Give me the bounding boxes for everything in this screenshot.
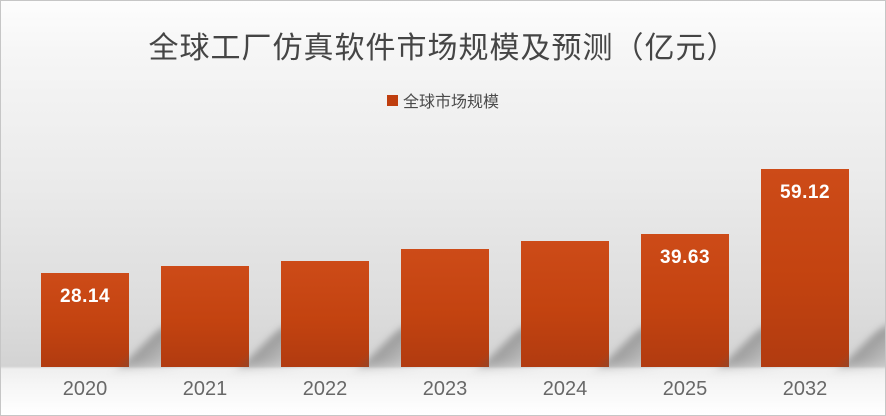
chart-title: 全球工厂仿真软件市场规模及预测（亿元） (148, 32, 738, 65)
bar-2020: 28.14 (41, 273, 249, 367)
bar-value-label-2025: 39.63 (659, 247, 711, 268)
bar-2032: 59.12 (761, 169, 885, 367)
x-axis-label-2022: 2022 (302, 378, 348, 400)
x-axis-label-2024: 2024 (542, 378, 588, 400)
legend-label: 全球市场规模 (402, 94, 499, 111)
bar-2021 (161, 266, 369, 367)
bar-value-label-2032: 59.12 (779, 182, 831, 203)
x-axis-label-2023: 2023 (422, 378, 468, 400)
legend-swatch-icon (386, 94, 398, 106)
x-axis-label-2020: 2020 (62, 378, 108, 400)
bar-shadow (841, 325, 885, 367)
legend: 全球市场规模 (1, 88, 885, 112)
bar-2025: 39.63 (641, 234, 849, 367)
x-axis-label-2025: 2025 (662, 378, 708, 400)
bar-2024 (521, 241, 729, 367)
x-axis-label-2021: 2021 (182, 378, 228, 400)
x-axis-label-2032: 2032 (782, 378, 828, 400)
bar-2023 (401, 249, 609, 367)
bar-2022 (281, 261, 489, 367)
bar-value-label-2020: 28.14 (59, 286, 111, 307)
